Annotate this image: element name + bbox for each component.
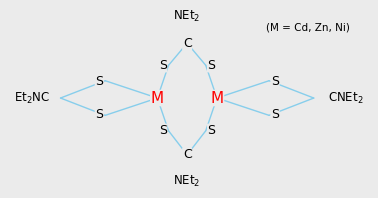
Text: S: S <box>159 124 167 137</box>
Text: S: S <box>208 59 215 72</box>
Text: S: S <box>271 108 279 121</box>
Text: CNEt$_2$: CNEt$_2$ <box>328 90 364 106</box>
Text: Et$_2$NC: Et$_2$NC <box>14 90 50 106</box>
Text: NEt$_2$: NEt$_2$ <box>174 9 201 24</box>
Text: C: C <box>183 37 192 50</box>
Text: M: M <box>151 90 164 106</box>
Text: C: C <box>183 148 192 161</box>
Text: S: S <box>208 124 215 137</box>
Text: (M = Cd, Zn, Ni): (M = Cd, Zn, Ni) <box>266 23 350 33</box>
Text: S: S <box>95 108 103 121</box>
Text: S: S <box>271 75 279 88</box>
Text: S: S <box>159 59 167 72</box>
Text: NEt$_2$: NEt$_2$ <box>174 174 201 189</box>
Text: M: M <box>211 90 223 106</box>
Text: S: S <box>95 75 103 88</box>
